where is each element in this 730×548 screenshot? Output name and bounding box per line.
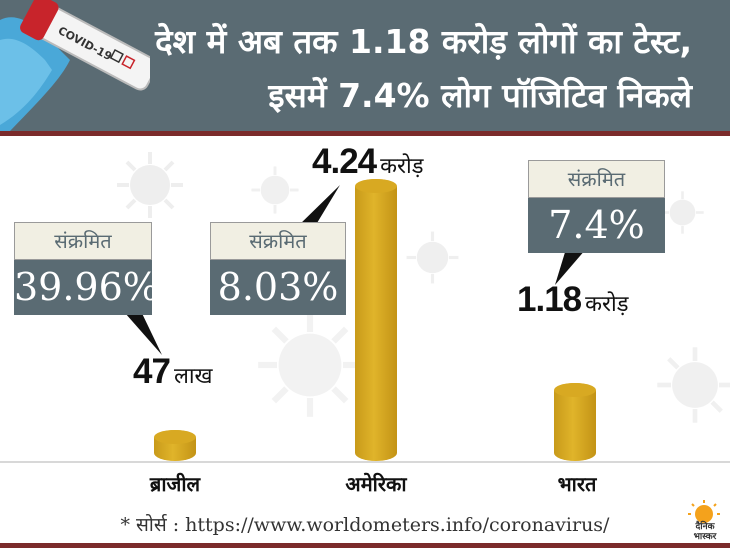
callout-value: 7.4% bbox=[528, 198, 665, 253]
bar-cap bbox=[355, 179, 397, 193]
bar-cap bbox=[554, 382, 596, 397]
header-banner: COVID-19 देश में अब तक 1.18 करोड़ लोगों … bbox=[0, 0, 730, 131]
virus-background-icon bbox=[661, 191, 704, 234]
virus-background-icon bbox=[117, 152, 183, 218]
bar-value-label: 47 लाख bbox=[133, 352, 213, 392]
bar-value-label: 1.18 करोड़ bbox=[517, 280, 629, 320]
test-tube-illustration: COVID-19 bbox=[0, 0, 150, 131]
callout-usa: संक्रमित 8.03% bbox=[210, 222, 346, 315]
footer-accent-stripe bbox=[0, 543, 730, 548]
category-label: ब्राजील bbox=[149, 472, 201, 496]
header-accent-stripe bbox=[0, 131, 730, 136]
bar-value-number: 47 bbox=[133, 352, 171, 391]
callout-pointer-india bbox=[555, 249, 586, 285]
bar-value-unit: करोड़ bbox=[585, 292, 629, 317]
callout-pointer-usa bbox=[296, 185, 340, 228]
chart-baseline bbox=[0, 461, 730, 463]
virus-background-icon bbox=[251, 166, 299, 214]
title-line-1: देश में अब तक 1.18 करोड़ लोगों का टेस्ट, bbox=[155, 22, 692, 61]
bar bbox=[554, 382, 596, 461]
bar-cap bbox=[154, 429, 196, 444]
virus-background-icon bbox=[258, 313, 362, 417]
bar-value-unit: करोड़ bbox=[380, 154, 424, 179]
category-label: भारत bbox=[557, 472, 597, 496]
callout-brazil: संक्रमित 39.96% bbox=[14, 222, 159, 315]
bar bbox=[154, 429, 196, 461]
bar-value-label: 4.24 करोड़ bbox=[312, 142, 424, 182]
virus-background-icon bbox=[657, 347, 730, 423]
bar-value-unit: लाख bbox=[173, 364, 213, 389]
dainik-bhaskar-logo-icon bbox=[688, 500, 720, 523]
callout-label: संक्रमित bbox=[14, 222, 152, 260]
bar bbox=[355, 179, 397, 461]
virus-background-icon bbox=[406, 231, 459, 284]
callout-india: संक्रमित 7.4% bbox=[528, 160, 665, 253]
callout-label: संक्रमित bbox=[210, 222, 346, 260]
logo-text: दैनिक भास्कर bbox=[693, 522, 717, 542]
title-line-2: इसमें 7.4% लोग पॉजिटिव निकले bbox=[268, 76, 692, 115]
bar-value-number: 4.24 bbox=[312, 142, 377, 181]
bar-value-number: 1.18 bbox=[517, 280, 582, 319]
callout-value: 8.03% bbox=[210, 260, 346, 315]
callout-label: संक्रमित bbox=[528, 160, 665, 198]
category-label: अमेरिका bbox=[345, 472, 407, 496]
callout-pointer-brazil bbox=[118, 305, 162, 355]
callout-value: 39.96% bbox=[14, 260, 159, 315]
source-note: * सोर्स : https://www.worldometers.info/… bbox=[120, 514, 610, 536]
